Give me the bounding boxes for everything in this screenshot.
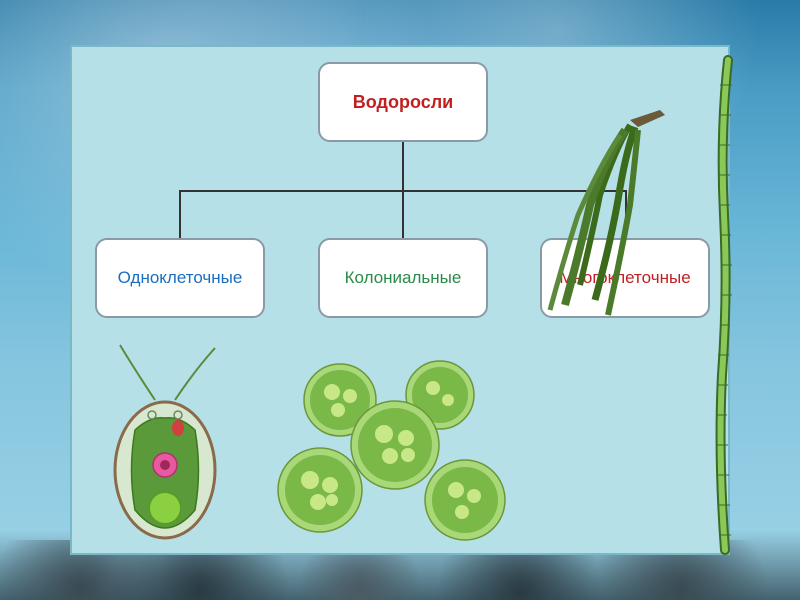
kelp-icon bbox=[530, 105, 680, 325]
category-box-colonial: Колониальные bbox=[318, 238, 488, 318]
connector-v1 bbox=[179, 190, 181, 238]
volvox-icon bbox=[260, 340, 520, 550]
category-box-unicellular: Одноклеточные bbox=[95, 238, 265, 318]
title-box: Водоросли bbox=[318, 62, 488, 142]
category-label: Одноклеточные bbox=[118, 268, 243, 288]
spirogyra-icon bbox=[710, 55, 740, 555]
connector-main-v bbox=[402, 142, 404, 192]
chlamydomonas-icon bbox=[100, 340, 230, 550]
connector-v2 bbox=[402, 190, 404, 238]
title-label: Водоросли bbox=[353, 92, 453, 113]
category-label: Колониальные bbox=[345, 268, 462, 288]
